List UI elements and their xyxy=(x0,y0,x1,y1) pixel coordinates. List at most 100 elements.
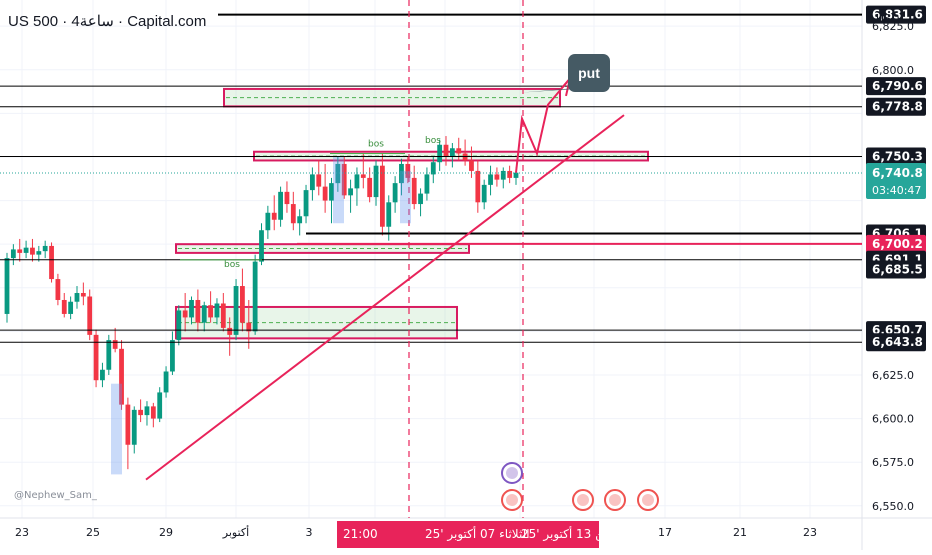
candle-body xyxy=(494,174,500,180)
candle-body xyxy=(424,174,430,194)
candle-body xyxy=(10,249,16,259)
candle-body xyxy=(170,340,175,372)
price-level-label: 6,778.8 xyxy=(872,100,923,114)
candle-body xyxy=(80,293,86,297)
candle-body xyxy=(443,144,449,157)
y-tick-label: 6,550.0 xyxy=(872,500,914,513)
candle-body xyxy=(240,286,245,323)
crosshair-time-label: 21:00 الثلاثاء 07 أكتوبر '25 الاثنين 13 … xyxy=(337,521,599,548)
candle-body xyxy=(17,249,23,253)
candle-body xyxy=(42,245,48,252)
highlight-box xyxy=(111,383,122,475)
candle-body xyxy=(284,191,290,205)
candle-body xyxy=(30,247,35,255)
x-tick-label: 17 xyxy=(658,526,672,539)
candle-body xyxy=(379,165,385,227)
candle-body xyxy=(138,409,144,416)
candle-body xyxy=(437,144,443,163)
economic-event-icon[interactable] xyxy=(604,489,626,511)
current-price-tag xyxy=(866,163,926,200)
price-level-label: 6,831.6 xyxy=(872,8,923,22)
x-tick-label: 29 xyxy=(159,526,173,539)
candle-body xyxy=(405,163,411,178)
economic-event-icon[interactable] xyxy=(501,462,523,484)
event-icon-inner xyxy=(577,494,589,506)
candle-body xyxy=(303,190,309,217)
candle-body xyxy=(74,293,80,302)
candle-body xyxy=(392,183,398,203)
candle-body xyxy=(214,303,220,318)
candle-body xyxy=(150,406,156,419)
candle-body xyxy=(36,251,42,255)
candle-body xyxy=(367,177,373,198)
candle-body xyxy=(462,153,468,161)
candle-body xyxy=(100,369,105,381)
candle-body xyxy=(348,188,353,196)
candle-body xyxy=(182,310,188,318)
candle-body xyxy=(119,348,124,405)
y-tick-label: 6,625.0 xyxy=(872,369,914,382)
price-level-label: 6,700.2 xyxy=(872,237,923,251)
y-tick-label: 6,800.0 xyxy=(872,64,914,77)
candle-body xyxy=(386,202,392,227)
candle-body xyxy=(278,191,283,220)
candle-body xyxy=(68,301,74,314)
candle-body xyxy=(341,163,347,196)
candle-body xyxy=(411,177,417,205)
price-level-tag xyxy=(866,260,926,279)
bos-label: bos xyxy=(368,140,384,150)
candle-body xyxy=(195,299,201,323)
candle-body xyxy=(488,174,493,185)
candle-body xyxy=(271,212,277,220)
candle-body xyxy=(310,174,315,191)
candle-body xyxy=(246,322,252,332)
candle-body xyxy=(163,371,169,393)
highlight-box xyxy=(400,170,411,224)
candle-body xyxy=(354,174,360,189)
chart-title: US 500 · 4ساعة · Capital.com xyxy=(8,13,207,30)
candle-body xyxy=(316,174,322,187)
candle-body xyxy=(23,247,29,253)
candle-body xyxy=(125,404,131,445)
bos-label: bos xyxy=(224,260,240,270)
x-tick-label: 23 xyxy=(803,526,817,539)
candle-body xyxy=(106,340,112,370)
currency-label[interactable]: USD xyxy=(876,12,900,25)
candle-body xyxy=(220,303,226,328)
price-level-tag xyxy=(866,5,926,24)
candle-body xyxy=(481,184,487,203)
put-callout[interactable]: put xyxy=(568,54,610,92)
candle-body xyxy=(144,406,150,416)
bos-label: bos xyxy=(425,136,441,146)
event-icon-inner xyxy=(506,467,518,479)
price-level-tag xyxy=(866,234,926,253)
projection-path[interactable] xyxy=(515,77,571,173)
candle-body xyxy=(418,193,423,205)
x-tick-label: 3 xyxy=(306,526,313,539)
crosshair-day2: الاثنين 13 أكتوبر '25 xyxy=(521,527,599,541)
price-level-tag xyxy=(866,147,926,166)
trend-line[interactable] xyxy=(145,114,625,481)
candle-body xyxy=(61,299,67,314)
candle-body xyxy=(329,183,334,201)
economic-event-icon[interactable] xyxy=(501,489,523,511)
current-price-label: 6,740.8 xyxy=(872,166,923,180)
price-level-tag xyxy=(866,333,926,352)
candle-body xyxy=(87,296,93,335)
author-watermark: @Nephew_Sam_ xyxy=(14,490,97,501)
candle-body xyxy=(208,305,213,318)
candle-body xyxy=(112,340,118,349)
price-level-label: 6,750.3 xyxy=(872,149,923,163)
x-tick-label: 23 xyxy=(15,526,29,539)
candle-body xyxy=(513,172,519,178)
candle-body xyxy=(265,212,271,231)
candle-body xyxy=(157,392,163,419)
candle-body xyxy=(449,148,455,157)
economic-event-icon[interactable] xyxy=(637,489,659,511)
candle-body xyxy=(55,279,61,300)
economic-event-icon[interactable] xyxy=(572,489,594,511)
bar-countdown-label: 03:40:47 xyxy=(872,184,921,197)
candle-body xyxy=(297,216,303,224)
